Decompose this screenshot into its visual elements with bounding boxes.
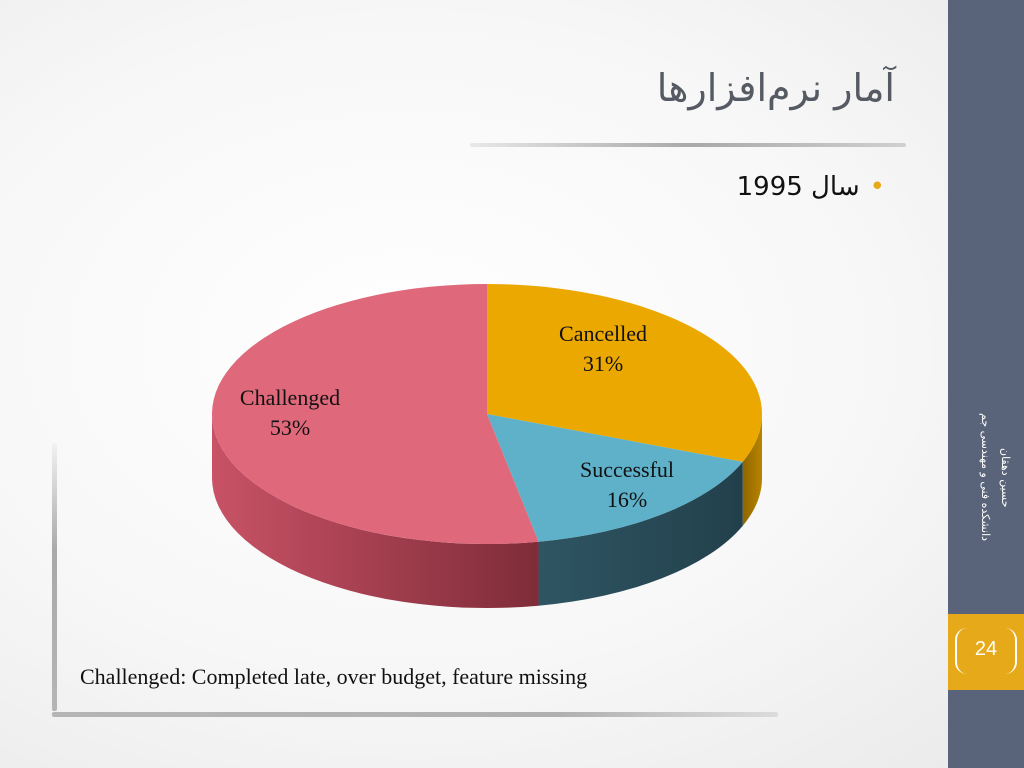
pie-label-challenged: Challenged	[240, 385, 340, 410]
footnote-text: Challenged: Completed late, over budget,…	[80, 664, 588, 689]
page-number: 24	[974, 638, 998, 660]
bracket-vertical-line	[52, 443, 57, 711]
pie-value-successful: 16%	[607, 487, 647, 512]
sidebar-institution: دانشکده فنی و مهندسی جم	[979, 413, 992, 542]
bullet-item: • سال 1995	[600, 172, 885, 202]
page-number-frame	[955, 628, 1017, 674]
pie-side-challenged	[212, 414, 539, 608]
pie-value-challenged: 53%	[270, 415, 310, 440]
pie-value-cancelled: 31%	[583, 351, 623, 376]
pie-slice-challenged	[211, 284, 539, 544]
pie-label-successful: Successful	[580, 457, 674, 482]
pie-side-cancelled	[742, 414, 762, 526]
pie-slice-successful	[487, 414, 743, 542]
pie-chart: Cancelled 31% Successful 16% Challenged 53%	[211, 284, 763, 608]
sidebar-author-name: حسین دهقان	[999, 447, 1012, 508]
sidebar-author-text: حسین دهقان دانشکده فنی و مهندسی جم	[960, 395, 1015, 560]
slide-title: آمار نرم‌افزارها	[656, 66, 895, 110]
pie-label-cancelled: Cancelled	[559, 321, 647, 346]
title-divider	[470, 143, 906, 147]
pie-slice-cancelled	[487, 284, 763, 462]
page-number-box	[948, 614, 1024, 690]
bullet-dot-icon: •	[869, 172, 885, 202]
bullet-text: سال 1995	[736, 172, 860, 202]
bracket-horizontal-line	[52, 712, 778, 717]
pie-side-successful	[538, 461, 743, 606]
